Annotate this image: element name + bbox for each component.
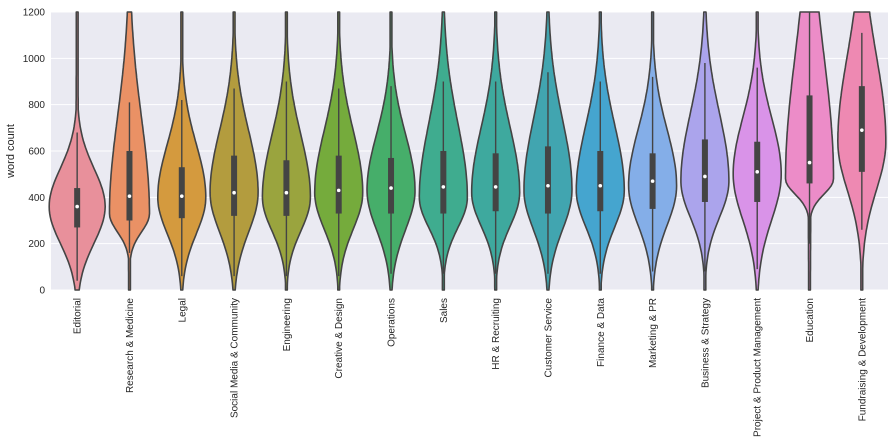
- violin-iqr-box: [126, 151, 133, 221]
- violin-median-point: [807, 160, 812, 165]
- x-tick-label: Research & Medicine: [125, 298, 136, 393]
- violin-median-point: [598, 183, 603, 188]
- y-tick-label: 0: [39, 286, 45, 297]
- violin: [48, 11, 106, 291]
- violin-iqr-box: [388, 157, 395, 214]
- violin: [366, 11, 416, 291]
- violin: [732, 11, 782, 291]
- violin: [209, 11, 259, 291]
- violin-iqr-box: [544, 146, 551, 214]
- violin-median-point: [441, 185, 446, 189]
- violin: [837, 11, 887, 291]
- violin: [470, 11, 521, 291]
- x-tick-label: Marketing & PR: [648, 298, 659, 368]
- y-tick-label: 1200: [23, 8, 46, 19]
- violin-median-point: [703, 174, 707, 179]
- y-axis-ticks: 0 200 400 600 800 1000 1200: [23, 8, 46, 297]
- violin-median-point: [493, 185, 498, 189]
- x-tick-label: Editorial: [73, 298, 84, 334]
- y-tick-label: 600: [28, 147, 45, 158]
- violin-median-point: [127, 194, 132, 198]
- violin-median-point: [75, 204, 79, 209]
- violin-median-point: [650, 179, 655, 183]
- violin-median-point: [546, 183, 550, 188]
- x-tick-label: Legal: [177, 298, 188, 322]
- x-tick-label: Finance & Data: [596, 298, 607, 367]
- y-tick-label: 400: [28, 193, 45, 204]
- violin-iqr-box: [231, 155, 238, 216]
- violin-iqr-box: [701, 139, 708, 202]
- x-tick-label: Sales: [439, 298, 450, 323]
- violin-median-point: [179, 194, 184, 198]
- violin-median-point: [389, 186, 393, 190]
- violin-median-point: [232, 190, 236, 195]
- violin: [523, 11, 573, 291]
- y-axis-label: word count: [5, 124, 17, 179]
- violin-median-point: [284, 190, 289, 195]
- violin-iqr-box: [440, 151, 447, 214]
- x-tick-label: Creative & Design: [334, 298, 345, 379]
- violin-iqr-box: [335, 155, 342, 214]
- violin: [627, 11, 678, 291]
- violin-iqr-box: [283, 160, 290, 216]
- x-axis-ticks: Editorial Research & Medicine Legal Social …: [73, 298, 869, 437]
- x-tick-label: Operations: [387, 298, 398, 347]
- x-tick-label: Project & Product Management: [753, 298, 764, 437]
- y-tick-label: 800: [28, 100, 45, 111]
- y-tick-label: 1000: [23, 54, 46, 65]
- x-tick-label: Education: [805, 298, 816, 342]
- x-tick-label: Customer Service: [544, 298, 555, 378]
- violin-iqr-box: [806, 95, 813, 184]
- violin: [108, 11, 151, 291]
- x-tick-label: HR & Recruiting: [491, 298, 502, 370]
- violin-iqr-box: [597, 151, 604, 212]
- y-tick-label: 200: [28, 239, 45, 250]
- violin: [784, 11, 835, 291]
- violin: [418, 11, 469, 291]
- violin-iqr-box: [178, 167, 185, 219]
- violin-median-point: [336, 188, 341, 193]
- violin-median-point: [860, 128, 864, 132]
- violins: [48, 11, 887, 291]
- x-tick-label: Engineering: [282, 298, 293, 351]
- x-tick-label: Fundraising & Development: [857, 298, 868, 422]
- violin: [261, 11, 312, 291]
- violin: [680, 11, 730, 291]
- x-tick-label: Business & Strategy: [700, 298, 711, 388]
- violin-median-point: [755, 170, 760, 174]
- violin-iqr-box: [492, 153, 499, 212]
- violin: [313, 11, 364, 291]
- x-tick-label: Social Media & Community: [230, 298, 241, 418]
- violin: [157, 11, 207, 291]
- violin: [575, 11, 626, 291]
